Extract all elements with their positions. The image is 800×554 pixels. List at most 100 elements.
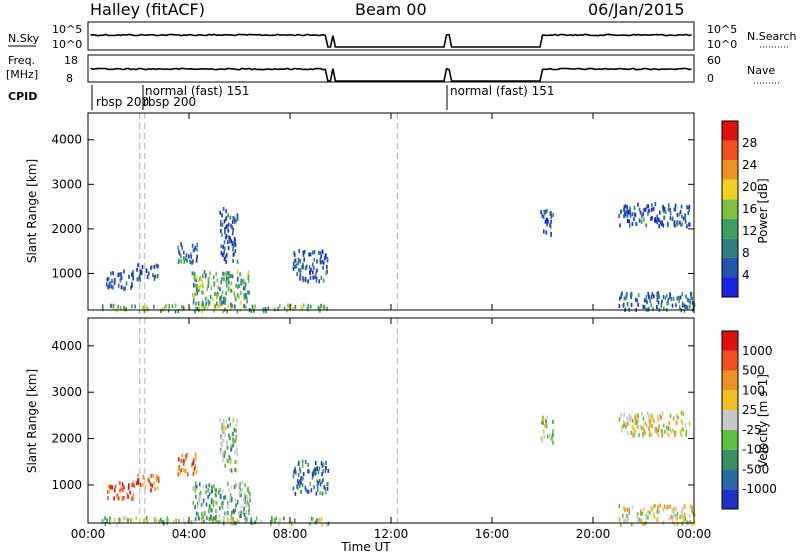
range-time-cell [238,510,241,515]
range-time-cell [312,266,315,270]
range-time-cell [292,470,295,475]
range-time-cell [632,433,634,438]
range-time-cell [230,223,232,228]
range-time-cell [193,271,196,276]
range-time-cell [209,516,212,521]
range-time-cell [227,240,229,245]
range-time-cell [647,209,650,214]
range-time-cell [226,252,228,257]
range-time-cell [228,416,231,421]
range-time-cell [687,205,690,210]
range-time-cell [691,296,694,301]
range-time-cell [221,422,224,427]
range-time-cell [671,520,674,525]
range-time-cell [224,246,226,251]
range-time-cell [220,244,223,249]
range-time-cell [681,412,684,417]
range-time-cell [634,421,636,426]
range-time-cell [132,269,134,274]
range-time-cell [326,522,328,527]
range-time-cell [135,516,137,521]
range-time-cell [325,460,327,465]
range-time-cell [129,490,131,495]
range-time-cell [312,517,314,521]
range-time-cell [228,274,231,279]
range-time-cell [198,285,200,290]
range-time-cell [243,295,246,300]
range-time-cell [648,418,650,423]
range-time-cell [190,463,193,468]
range-time-cell [107,276,110,281]
range-time-cell [680,410,683,415]
range-time-cell [165,303,167,308]
range-time-cell [218,514,221,518]
range-time-cell [310,267,312,272]
range-time-cell [123,286,125,291]
range-time-cell [647,515,649,520]
colorbar-frame [721,120,739,298]
range-time-cell [216,278,219,283]
range-time-cell [145,305,148,310]
range-time-cell [627,211,629,216]
range-time-cell [219,450,222,455]
range-time-cell [634,417,637,422]
range-time-cell [670,514,672,519]
cpid-segment-0: rbsp 200 [96,95,149,109]
range-time-cell [656,509,659,514]
range-time-cell [223,495,225,500]
range-time-cell [542,429,545,434]
range-time-cell [221,276,223,281]
range-time-cell [626,302,629,307]
range-time-cell [309,252,312,257]
range-time-cell [194,464,197,469]
range-time-cell [198,304,200,308]
range-time-cell [220,441,222,446]
range-time-cell [302,472,305,477]
range-time-cell [118,519,121,524]
range-time-cell [216,519,218,524]
range-time-cell [635,421,638,426]
range-time-cell [661,429,663,434]
range-time-cell [684,215,687,220]
range-time-cell [667,504,669,509]
range-time-cell [665,505,667,510]
range-time-cell [215,292,217,297]
range-time-cell [676,522,679,527]
range-time-cell [656,293,658,298]
range-time-cell [243,491,246,496]
range-time-cell [125,516,127,521]
range-time-cell [691,505,693,510]
colorbar-segment [722,121,738,141]
range-time-cell [242,286,245,291]
range-time-cell [301,483,304,488]
range-time-cell [221,453,224,458]
range-time-cell [620,294,623,299]
range-time-cell [294,304,297,309]
range-time-cell [230,444,233,449]
range-time-cell [644,298,647,303]
range-time-cell [213,484,215,489]
range-time-cell [227,303,230,308]
range-time-cell [326,264,328,269]
range-time-cell [267,306,270,311]
range-time-cell [235,423,237,428]
velocity-colorbar: 1000 500 100 25 -25 -100 -500 -1000 [721,330,777,510]
range-time-cell [540,436,543,441]
range-time-cell [674,433,676,437]
colorbar-tick-label: 500 [742,364,765,378]
range-time-cell [663,306,665,311]
range-time-cell [224,495,227,500]
range-time-cell [296,272,298,277]
range-time-cell [243,280,245,285]
range-time-cell [294,258,297,263]
range-time-cell [283,516,285,521]
range-time-cell [693,309,695,314]
range-time-cell [138,274,141,279]
range-time-cell [633,433,635,438]
range-time-cell [193,485,195,490]
range-time-cell [248,290,250,295]
range-time-cell [312,270,314,275]
range-time-cell [637,512,639,517]
velocity-colorbar-label: Velocity [m s-1] [756,374,770,468]
range-time-cell [147,477,150,482]
